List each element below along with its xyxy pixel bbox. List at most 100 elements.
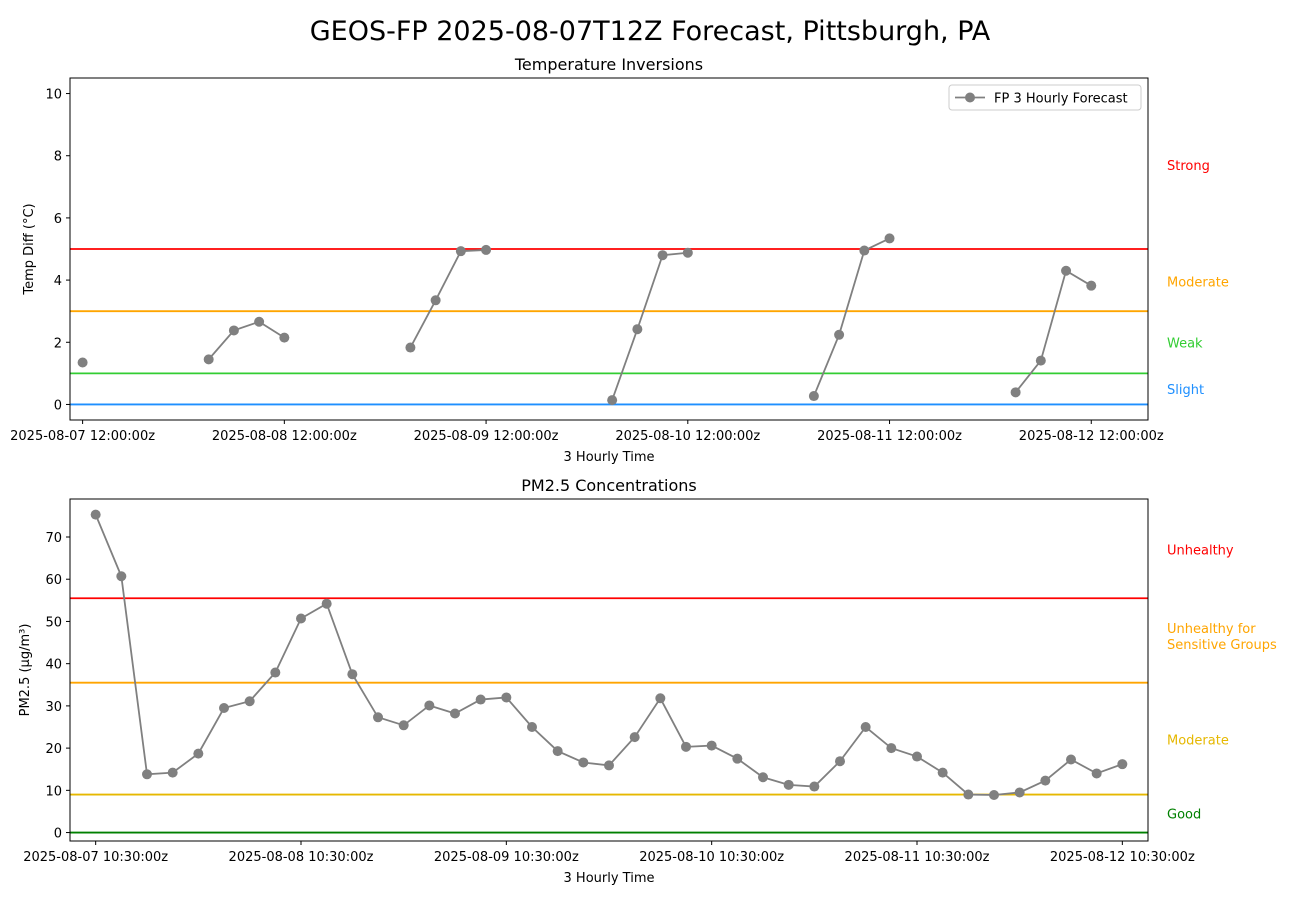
temperature-inversions-data-point (481, 244, 492, 255)
temperature-inversions-y-axis-label: Temp Diff (°C) (22, 203, 37, 295)
pm25-data-point (296, 613, 306, 624)
pm25-x-tick-label: 2025-08-11 10:30:00z (845, 850, 990, 865)
temperature-inversions-data-point (77, 357, 88, 368)
temperature-inversions-x-tick-label: 2025-08-12 12:00:00z (1019, 429, 1164, 444)
temperature-inversions-data-point (657, 250, 668, 261)
pm25-data-point (501, 692, 512, 703)
pm25-data-point (244, 696, 255, 707)
temperature-inversions-data-point (430, 295, 441, 306)
pm25-data-point (1040, 775, 1051, 786)
temperature-inversions-data-point (884, 233, 895, 244)
pm25-data-point (912, 751, 922, 762)
pm25-data-point (1117, 759, 1128, 770)
temperature-inversions-data-point (455, 246, 466, 257)
pm25-data-point (1014, 787, 1025, 798)
temperature-inversions-y-tick-label: 0 (54, 398, 62, 413)
pm25-plot-frame (69, 498, 1149, 842)
temperature-inversions-plot-frame (69, 77, 1149, 421)
pm25-data-point (167, 767, 178, 778)
temperature-inversions-x-tick-label: 2025-08-11 12:00:00z (817, 429, 962, 444)
temperature-inversions-data-point (1010, 387, 1021, 398)
pm25-category-label: Moderate (1167, 734, 1229, 749)
temperature-inversions-category-label: Slight (1167, 383, 1204, 398)
pm25-x-tick-label: 2025-08-09 10:30:00z (434, 850, 579, 865)
figure-title: GEOS-FP 2025-08-07T12Z Forecast, Pittsbu… (310, 16, 991, 47)
pm25-data-point (629, 732, 640, 743)
temperature-inversions-data-point (1061, 265, 1072, 276)
temperature-inversions-series-line-5 (1014, 269, 1092, 393)
pm25-data-point (450, 708, 460, 719)
temperature-inversions-legend-label: FP 3 Hourly Forecast (994, 92, 1128, 107)
pm25-y-tick-label: 10 (45, 784, 62, 799)
pm25-x-tick-label: 2025-08-08 10:30:00z (229, 850, 374, 865)
temperature-inversions-y-tick-label: 4 (54, 274, 62, 289)
pm25-category-label: Unhealthy for Sensitive Groups (1167, 622, 1277, 653)
temperature-inversions-data-point (632, 324, 643, 335)
pm25-y-tick-label: 0 (54, 827, 62, 842)
pm25-data-point (373, 712, 383, 723)
temperature-inversions-data-point (203, 354, 214, 365)
temperature-inversions-series-line-3 (611, 251, 688, 401)
pm25-data-point (219, 703, 229, 713)
temperature-inversions-category-label: Strong (1167, 159, 1210, 174)
temperature-inversions-data-point (859, 245, 870, 256)
temperature-inversions-data-point (607, 395, 618, 406)
pm25-x-tick-label: 2025-08-10 10:30:00z (639, 850, 784, 865)
temperature-inversions-data-point (682, 247, 693, 258)
temperature-inversions-x-tick-label: 2025-08-08 12:00:00z (212, 429, 357, 444)
temperature-inversions-y-tick-label: 2 (54, 336, 62, 351)
temperature-inversions-data-point (1086, 280, 1097, 291)
pm25-y-axis-label: PM2.5 (µg/m³) (18, 624, 33, 717)
pm25-data-point (578, 757, 589, 768)
temperature-inversions-data-point (1035, 355, 1046, 366)
pm25-data-point (732, 753, 743, 764)
temperature-inversions-x-axis-label: 3 Hourly Time (564, 450, 655, 465)
temperature-inversions-series-line-2 (409, 249, 487, 348)
pm25-y-tick-label: 70 (45, 531, 62, 546)
temperature-inversions-data-point (279, 332, 290, 343)
temperature-inversions-chart-title: Temperature Inversions (514, 55, 703, 74)
pm25-data-point (886, 743, 897, 754)
pm25-data-point (398, 720, 409, 731)
pm25-x-tick-label: 2025-08-12 10:30:00z (1050, 850, 1195, 865)
pm25-x-tick-label: 2025-08-07 10:30:00z (23, 850, 168, 865)
temperature-inversions-y-tick-label: 6 (54, 212, 62, 227)
pm25-data-point (90, 509, 101, 520)
temperature-inversions-y-tick-label: 8 (54, 150, 62, 165)
pm25-data-point (860, 722, 871, 732)
pm25-data-point (321, 598, 332, 609)
pm25-data-point (758, 772, 768, 783)
pm25-data-point (270, 667, 281, 678)
pm25-y-tick-label: 60 (45, 573, 62, 588)
pm25-y-tick-label: 40 (45, 658, 62, 673)
pm25-data-point (655, 693, 666, 704)
pm25-data-point (783, 779, 794, 790)
pm25-data-point (989, 789, 999, 800)
temperature-inversions-category-label: Moderate (1167, 276, 1229, 291)
pm25-data-point (116, 571, 127, 582)
temperature-inversions-legend-box (948, 84, 1142, 111)
temperature-inversions-chart: Temperature Inversions 0 2 4 6 8 10 2025-08-07 … (10, 55, 1229, 465)
pm25-data-point (1091, 768, 1102, 779)
temperature-inversions-x-tick-label: 2025-08-09 12:00:00z (414, 429, 559, 444)
pm25-data-point (527, 722, 537, 732)
pm25-x-axis-label: 3 Hourly Time (564, 871, 655, 886)
pm25-data-point (809, 781, 820, 792)
pm25-y-tick-label: 30 (45, 700, 62, 715)
pm25-data-point (193, 748, 204, 759)
pm25-data-point (963, 789, 974, 800)
temperature-inversions-data-point (228, 325, 239, 336)
pm25-data-point (552, 746, 563, 757)
temperature-inversions-x-tick-label: 2025-08-07 12:00:00z (10, 429, 155, 444)
pm25-data-point (347, 669, 358, 680)
pm25-y-tick-label: 20 (45, 742, 62, 757)
temperature-inversions-x-tick-label: 2025-08-10 12:00:00z (615, 429, 760, 444)
pm25-data-point (706, 740, 717, 751)
temperature-inversions-legend-marker (965, 92, 975, 103)
pm25-data-point (604, 760, 614, 771)
pm25-data-point (142, 769, 152, 780)
pm25-y-tick-label: 50 (45, 615, 62, 630)
pm25-data-point (475, 694, 486, 705)
pm25-series-line-0 (94, 514, 1123, 796)
